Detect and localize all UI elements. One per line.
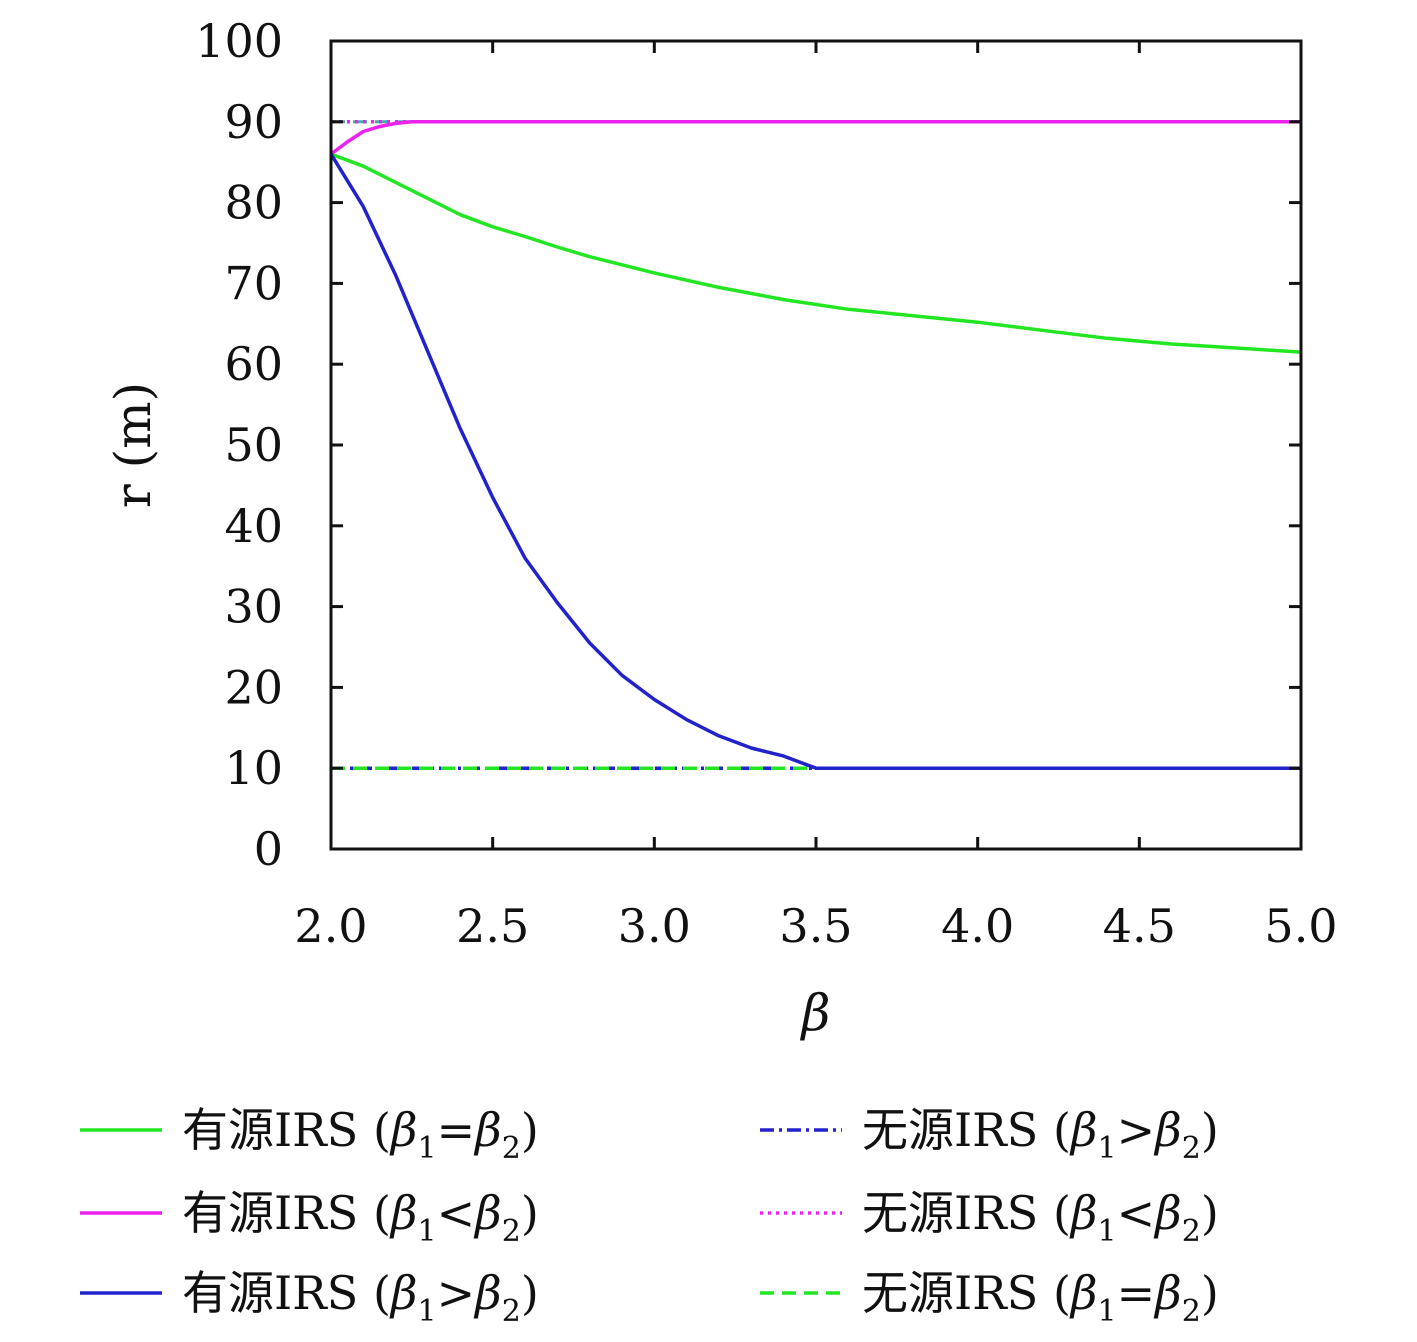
y-tick-label: 30: [224, 580, 283, 634]
legend-item: 有源IRS (β1>β2): [80, 1266, 539, 1329]
series-line-2: [329, 153, 1301, 770]
legend-label: 无源IRS (β1=β2): [862, 1266, 1219, 1329]
plot-frame: [329, 39, 1303, 851]
y-tick-label: 100: [195, 14, 283, 68]
series-line-0: [330, 152, 1302, 354]
x-tick-label: 5.0: [1264, 899, 1337, 953]
y-tick-label: 90: [224, 95, 283, 149]
y-tick-label: 60: [224, 337, 283, 391]
axis-ticks: [329, 39, 1303, 851]
y-tick-label: 40: [224, 499, 283, 553]
legend-label: 无源IRS (β1<β2): [862, 1186, 1219, 1249]
x-tick-label: 2.0: [294, 899, 367, 953]
legend-item: 无源IRS (β1>β2): [760, 1103, 1219, 1166]
x-tick-label: 2.5: [456, 899, 529, 953]
axis-tick-labels: 2.0 2.5 3.0 3.5 4.0 4.5 5.0 0 10 20 30 40 50 60 70 80 90…: [195, 14, 1337, 953]
y-tick-label: 0: [254, 822, 283, 876]
y-tick-label: 50: [224, 418, 283, 472]
y-tick-label: 70: [224, 256, 283, 310]
legend-item: 有源IRS (β1=β2): [80, 1103, 539, 1166]
legend-label: 有源IRS (β1=β2): [182, 1103, 539, 1166]
series-line-1: [329, 120, 1301, 156]
legend-label: 有源IRS (β1>β2): [182, 1266, 539, 1329]
legend-item: 无源IRS (β1=β2): [760, 1266, 1219, 1329]
y-axis-label: r (m): [104, 382, 162, 508]
x-tick-label: 3.5: [779, 899, 852, 953]
legend-label: 有源IRS (β1<β2): [182, 1186, 539, 1249]
legend-label: 无源IRS (β1>β2): [862, 1103, 1219, 1166]
x-tick-label: 4.5: [1103, 899, 1176, 953]
plot-lines: [329, 120, 1302, 770]
y-tick-label: 20: [224, 660, 283, 714]
legend-item: 无源IRS (β1<β2): [760, 1186, 1219, 1249]
x-tick-label: 4.0: [941, 899, 1014, 953]
y-tick-label: 80: [224, 176, 283, 230]
x-axis-label: β: [800, 984, 831, 1042]
x-tick-label: 3.0: [618, 899, 691, 953]
legend: 有源IRS (β1=β2) 有源IRS (β1<β2) 有源IRS (β1>β2) 无…: [80, 1103, 1219, 1329]
y-tick-label: 10: [224, 741, 283, 795]
legend-item: 有源IRS (β1<β2): [80, 1186, 539, 1249]
